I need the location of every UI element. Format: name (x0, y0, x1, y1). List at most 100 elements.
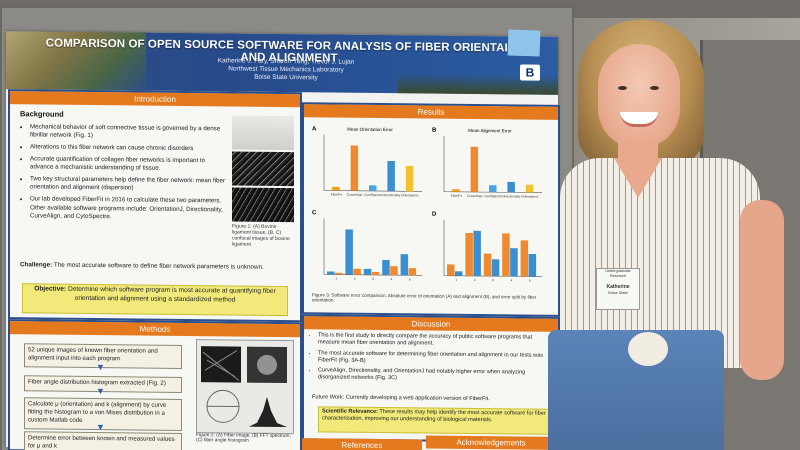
chart-panel: A Mean Orientation Error FiberFit CurveAlig… (312, 126, 422, 197)
name-badge: Undergraduate Research Katherine Boise S… (596, 268, 640, 310)
person-smile (620, 112, 658, 127)
references-heading: References (302, 438, 422, 450)
methods-heading: Methods (10, 321, 300, 338)
chart-tick-label: 3 (372, 277, 374, 281)
chart-tick-label: 2 (354, 277, 356, 281)
chart-bar (335, 272, 343, 275)
chart-panel: C 1 2 3 4 5 (312, 210, 422, 281)
list-item: The most accurate software for determini… (318, 350, 554, 367)
chart-bar (408, 268, 417, 276)
chart-bar (525, 184, 534, 193)
future-work: Future Work: Currently developing a web … (312, 394, 490, 403)
blouse-neckline (614, 158, 662, 198)
arrow-down-icon: ▼ (96, 386, 105, 397)
chart-bar (470, 146, 479, 193)
poster-university: Boise State University (254, 73, 318, 82)
results-heading: Results (304, 104, 558, 120)
chart-tick-label: 4 (391, 277, 393, 281)
chart-bar (473, 230, 481, 277)
list-item: Alterations to this fiber network can ca… (30, 143, 230, 153)
results-panel: Results A Mean Orientation Error FiberFit C… (302, 102, 560, 317)
chart-panel: B Mean Alignment Error FiberFit CurveAlign C… (432, 128, 542, 199)
objective-box: Objective: Determine which software prog… (22, 283, 288, 317)
chart-panel-label: B (432, 128, 437, 134)
chart-bar (502, 233, 510, 277)
list-item: This is the first study to directly comp… (318, 332, 554, 349)
chart-bar (465, 232, 473, 276)
chart-tick-label: 2 (474, 278, 476, 282)
list-item: CurveAlign, Directionality, and Orientat… (318, 367, 554, 384)
background-label: Background (20, 109, 64, 119)
acknowledgements-section: Acknowledgements (426, 435, 556, 450)
sticky-note (507, 29, 541, 57)
chart-bar (510, 248, 518, 277)
university-logo: B (520, 64, 540, 81)
introduction-panel: Introduction Background Mechanical behav… (8, 89, 302, 323)
chart-tick-label: CytoSpectre (484, 194, 502, 198)
chart-tick-label: OrientationJ (521, 195, 539, 199)
badge-line2: Boise State (608, 290, 628, 295)
person-face (598, 44, 680, 148)
chart-bar (382, 259, 390, 276)
results-charts: A Mean Orientation Error FiberFit CurveAlig… (312, 126, 542, 283)
chart-bar (447, 264, 455, 276)
list-item: Accurate quantification of collagen fibe… (30, 156, 230, 174)
badge-line1: Undergraduate Research (605, 269, 631, 278)
person-left-eye (618, 86, 627, 90)
background-list: Mechanical behavior of soft connective t… (20, 123, 230, 226)
chart-bar (400, 254, 409, 276)
figure1-caption: Figure 1: (A) Bovine ligament tissue, (B… (232, 223, 290, 248)
chart-tick-label: CytoSpectre (364, 193, 382, 197)
chart-tick-label: FiberFit (451, 194, 462, 198)
chart-panel: D 1 2 3 4 5 (432, 212, 542, 283)
list-item: Our lab developed FiberFit in 2016 to ca… (30, 196, 230, 222)
blouse-knot (628, 332, 668, 366)
challenge-statement: Challenge: The most accurate software to… (20, 261, 290, 271)
chart-tick-label: 3 (492, 278, 494, 282)
chart-tick-label: CurveAlign (467, 194, 483, 198)
chart-bar (405, 165, 414, 192)
chart-title: Mean Orientation Error (347, 127, 393, 132)
badge-name: Katherine (606, 284, 630, 291)
challenge-text: The most accurate software to define fib… (53, 261, 264, 271)
figure3-caption: Figure 3: Software error comparison. Abs… (312, 292, 537, 303)
chart-bar (387, 160, 395, 192)
chart-bar (520, 240, 529, 277)
tissue-photo (232, 115, 294, 151)
acknowledgements-heading: Acknowledgements (426, 435, 556, 450)
challenge-label: Challenge: (20, 261, 53, 269)
person-arm (740, 200, 784, 380)
chart-panel-label: A (312, 126, 317, 132)
chart-bar (350, 145, 359, 191)
chart-bar (489, 185, 497, 193)
chart-axis (443, 135, 542, 194)
chart-bar (452, 189, 460, 192)
person-right-eye (650, 86, 659, 90)
chart-bar (353, 268, 361, 275)
chart-tick-label: CurveAlign (347, 193, 363, 197)
method-step: Determine error between known and measur… (24, 431, 182, 450)
chart-tick-label: 1 (335, 277, 337, 281)
chart-bar (327, 271, 335, 275)
arrow-down-icon: ▼ (96, 362, 105, 373)
research-poster: COMPARISON OF OPEN SOURCE SOFTWARE FOR A… (6, 31, 560, 450)
chart-tick-label: 5 (529, 279, 531, 283)
chart-tick-label: Directionality (382, 193, 401, 197)
discussion-heading: Discussion (304, 316, 558, 332)
confocal-image-b (232, 151, 294, 187)
chart-tick-label: 1 (455, 278, 457, 282)
objective-label: Objective: (34, 285, 67, 293)
chart-tick-label: 5 (409, 277, 411, 281)
confocal-image-c (232, 187, 294, 223)
objective-text: Determine which software program is most… (67, 285, 276, 304)
chart-bar (491, 259, 500, 277)
introduction-heading: Introduction (10, 91, 300, 108)
chart-tick-label: OrientationJ (401, 193, 419, 197)
references-section: References (302, 438, 422, 450)
chart-title: Mean Alignment Error (468, 128, 512, 133)
list-item: Mechanical behavior of soft connective t… (30, 123, 230, 141)
chart-bar (332, 186, 340, 191)
chart-tick-label: FiberFit (331, 193, 342, 197)
discussion-list: This is the first study to directly comp… (310, 332, 554, 387)
